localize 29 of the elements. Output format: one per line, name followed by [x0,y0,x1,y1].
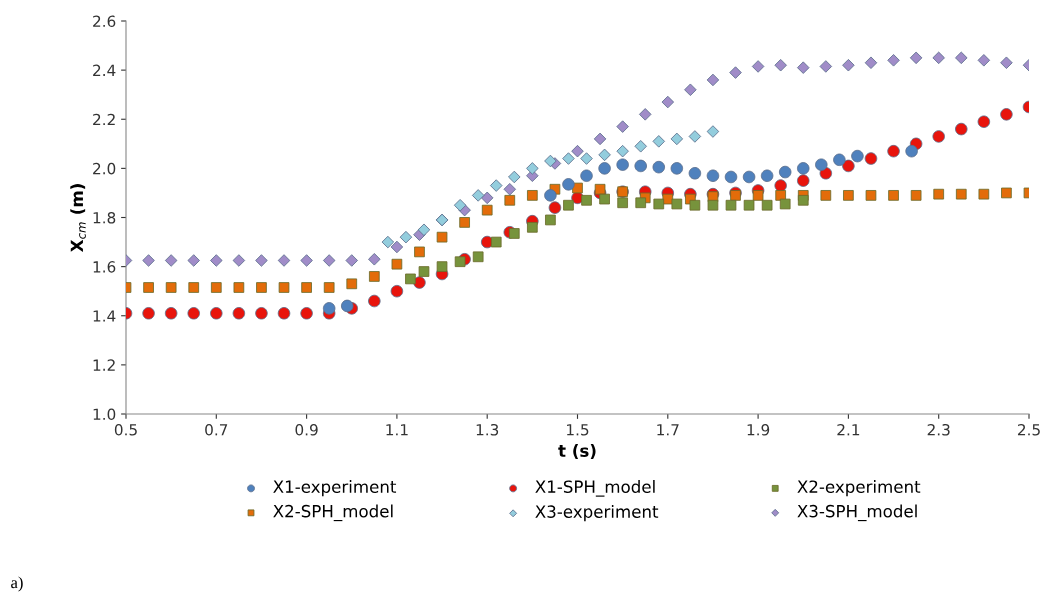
y-tick-label: 2.4 [93,64,116,76]
y-tick-label: 1.8 [93,211,116,224]
x-tick-label: 1.1 [386,424,408,436]
legend-label: X2-experiment [797,480,921,497]
y-tick-label: 1.6 [93,261,116,273]
legend-label: X3-experiment [535,505,659,522]
legend-label: X2-SPH_model [273,504,393,522]
y-tick-label: 2.6 [93,15,116,28]
x-axis-title: t (s) [558,444,596,459]
x-tick-label: 1.5 [567,424,589,436]
legend-label: X3-SPH_model [797,504,917,522]
x-tick-label: 1.7 [657,424,679,436]
x-tick-label: 1.3 [476,423,499,436]
y-tick-label: 2.2 [93,113,115,126]
x-tick-label: 2.1 [837,423,860,436]
x-tick-label: 0.7 [205,423,228,436]
text: a) [11,576,23,592]
y-axis-title: X$_{cm}$ (m) [70,184,86,253]
y-tick-label: 1.0 [93,408,116,421]
x-tick-label: 0.9 [295,423,318,436]
x-tick-label: 2.3 [927,423,950,436]
legend-label: X1-SPH_model [535,480,655,497]
y-tick-label: 1.4 [93,310,116,322]
y-tick-label: 2.0 [93,162,116,175]
x-tick-label: 1.9 [747,423,770,436]
x-tick-label: 2.5 [1017,423,1040,436]
x-tick-label: 0.5 [114,423,137,436]
legend-label: X1-experiment [273,480,397,497]
y-tick-label: 1.2 [93,359,115,371]
